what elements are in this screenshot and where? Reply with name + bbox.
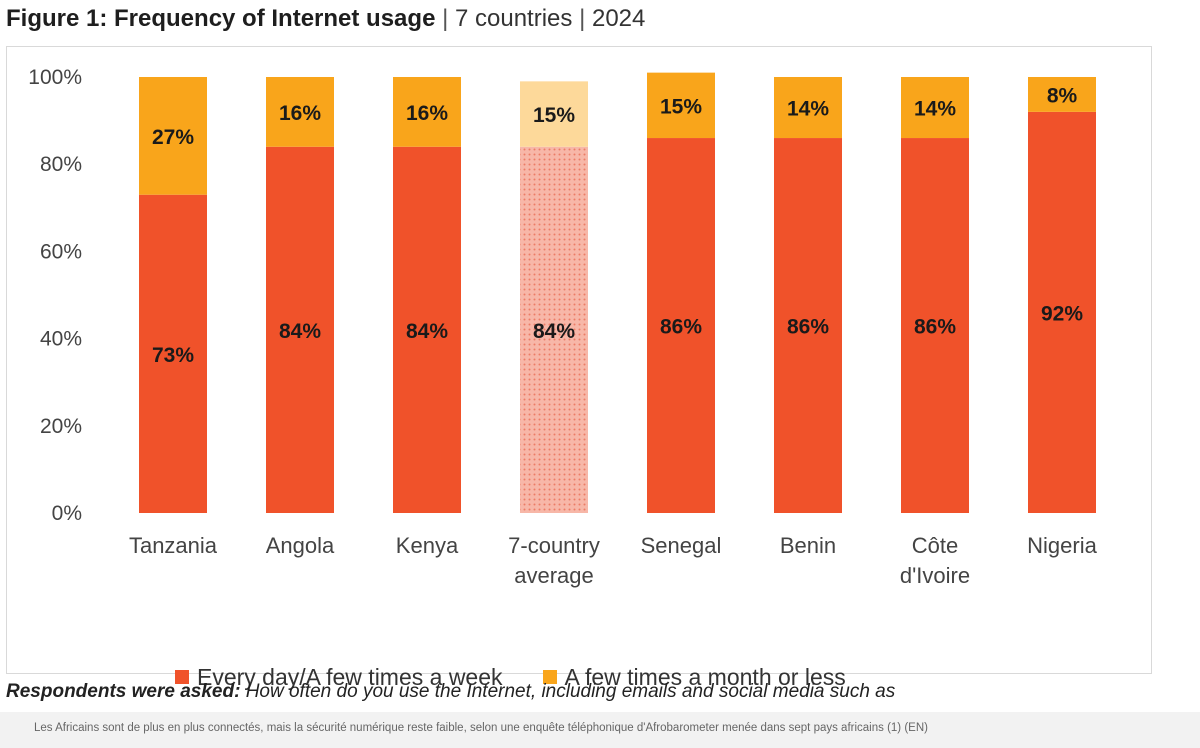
x-category-label: Nigeria: [1027, 533, 1097, 558]
question-lead: Respondents were asked:: [6, 681, 241, 702]
bar-daily: [774, 138, 842, 513]
data-label-monthly: 8%: [1047, 84, 1078, 107]
data-label-daily: 84%: [533, 320, 575, 343]
bar-daily: [647, 138, 715, 513]
legend-item-monthly: A few times a month or less: [542, 663, 846, 691]
bar-monthly: [901, 77, 969, 139]
caption-bar: Les Africains sont de plus en plus conne…: [0, 712, 1200, 748]
data-label-daily: 92%: [1041, 302, 1083, 325]
legend-swatch-monthly: [542, 670, 557, 684]
bar-monthly: [139, 77, 207, 195]
data-label-monthly: 14%: [787, 98, 829, 121]
x-category-label: Benin: [780, 533, 836, 558]
question-text: How often do you use the Internet, inclu…: [245, 681, 896, 702]
bar-daily: [1028, 111, 1096, 513]
y-tick-label: 0%: [52, 502, 82, 525]
y-tick-label: 20%: [40, 415, 82, 438]
legend-swatch-daily: [175, 670, 189, 684]
data-label-daily: 86%: [914, 316, 956, 339]
bar-monthly: [774, 77, 842, 139]
bar-monthly: [647, 72, 715, 139]
survey-question: Respondents were asked: How often do you…: [6, 678, 1200, 706]
bars: 73% 27% 84% 16% 84% 16% 84% 15% 86% 15% 86% 14% 86% 1…: [139, 72, 1096, 513]
chart-legend: Every day/A few times a week A few times…: [175, 659, 846, 695]
x-category-label: 7-country average: [508, 533, 600, 588]
data-label-monthly: 15%: [533, 104, 575, 127]
data-label-daily: 73%: [152, 344, 194, 367]
y-axis-labels: 0% 20% 40% 60% 80% 100%: [28, 66, 82, 525]
bar-daily: [266, 146, 334, 513]
bar-daily: [901, 138, 969, 513]
data-label-monthly: 16%: [406, 102, 448, 125]
legend-label-daily: Every day/A few times a week: [197, 663, 503, 690]
x-category-label: Angola: [266, 533, 335, 558]
image-caption: Les Africains sont de plus en plus conne…: [34, 722, 928, 734]
y-tick-label: 80%: [40, 153, 82, 176]
data-label-daily: 86%: [787, 316, 829, 339]
y-tick-label: 60%: [40, 240, 82, 263]
title-year: 2024: [591, 5, 646, 32]
data-label-daily: 84%: [279, 320, 321, 343]
stacked-bar-chart: 0% 20% 40% 60% 80% 100% 73% 27% 84% 16% 84% 16% 84%…: [28, 66, 1098, 588]
data-label-monthly: 15%: [660, 95, 702, 118]
title-separator-2: |: [579, 5, 586, 32]
bar-monthly: [520, 81, 588, 147]
title-separator-1: |: [442, 5, 449, 32]
y-tick-label: 40%: [40, 328, 82, 351]
chart-container: 0% 20% 40% 60% 80% 100% 73% 27% 84% 16% 84% 16% 84%…: [6, 46, 1152, 690]
bar-monthly: [393, 77, 461, 147]
x-category-label: Kenya: [396, 533, 459, 558]
data-label-monthly: 27%: [152, 126, 194, 149]
data-label-daily: 84%: [406, 320, 448, 343]
x-axis-labels: Tanzania Angola Kenya 7-country average Seneg…: [129, 533, 1098, 588]
bar-daily-dot-pattern: [520, 146, 588, 513]
bar-daily: [139, 194, 207, 513]
title-countries: 7 countries: [455, 5, 573, 32]
bar-daily: [393, 146, 461, 513]
data-label-daily: 86%: [660, 316, 702, 339]
y-tick-label: 100%: [28, 66, 82, 89]
bar-monthly: [1028, 77, 1096, 112]
figure-title-main: Figure 1: Frequency of Internet usage: [6, 5, 436, 32]
x-category-label: Senegal: [641, 533, 722, 558]
x-category-label: Côte d'Ivoire: [900, 533, 970, 588]
legend-item-daily: Every day/A few times a week: [175, 664, 503, 691]
figure-title: Figure 1: Frequency of Internet usage | …: [6, 2, 645, 36]
data-label-monthly: 16%: [279, 102, 321, 125]
legend-label-monthly: A few times a month or less: [564, 663, 846, 690]
data-label-monthly: 14%: [914, 98, 956, 121]
bar-monthly: [266, 77, 334, 147]
x-category-label: Tanzania: [129, 533, 218, 558]
